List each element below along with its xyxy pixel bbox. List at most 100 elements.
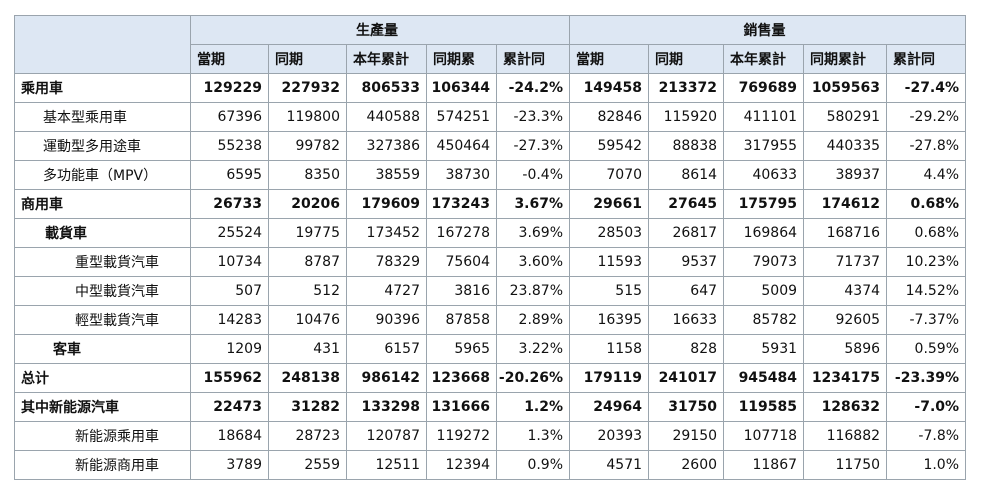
column-header: 當期	[569, 44, 650, 74]
column-header: 同期累	[426, 44, 497, 74]
row-label: 商用車	[14, 189, 191, 219]
row-label: 重型載貨汽車	[14, 247, 191, 277]
data-cell: 169864	[723, 218, 805, 248]
data-cell: 20393	[569, 421, 650, 451]
data-cell: 38730	[426, 160, 497, 190]
data-cell: 2559	[268, 450, 347, 480]
data-cell: 5896	[803, 334, 888, 364]
data-cell: -7.8%	[886, 421, 967, 451]
row-label: 載貨車	[14, 218, 191, 248]
data-cell: 38937	[803, 160, 888, 190]
data-cell: 23.87%	[495, 276, 571, 306]
data-cell: 173452	[346, 218, 427, 248]
data-cell: -20.26%	[495, 363, 571, 393]
column-header: 本年累計	[346, 44, 427, 74]
data-cell: 24964	[569, 392, 650, 422]
data-cell: 986142	[346, 363, 427, 393]
data-cell: 75604	[426, 247, 497, 277]
row-label: 輕型載貨汽車	[14, 305, 191, 335]
data-cell: 8614	[648, 160, 725, 190]
data-cell: 59542	[569, 131, 650, 161]
data-cell: 40633	[723, 160, 805, 190]
data-cell: 327386	[346, 131, 427, 161]
data-cell: -27.4%	[886, 73, 967, 103]
data-cell: 828	[648, 334, 725, 364]
data-cell: 5931	[723, 334, 805, 364]
column-header: 同期	[648, 44, 725, 74]
data-cell: 28503	[569, 218, 650, 248]
table-row: 总计 155962 248138 986142 123668 -20.26% 179119 2…	[14, 363, 967, 393]
data-cell: 317955	[723, 131, 805, 161]
data-cell: 2600	[648, 450, 725, 480]
group-header-sales: 銷售量	[569, 15, 967, 45]
data-cell: 131666	[426, 392, 497, 422]
data-cell: 3.67%	[495, 189, 571, 219]
table-row: 中型載貨汽車 507 512 4727 3816 23.87% 515 647 5009 4374…	[14, 276, 967, 306]
data-cell: 31282	[268, 392, 347, 422]
column-header: 本年累計	[723, 44, 805, 74]
data-cell: 179609	[346, 189, 427, 219]
data-cell: 580291	[803, 102, 888, 132]
data-cell: -24.2%	[495, 73, 571, 103]
row-label: 中型載貨汽車	[14, 276, 191, 306]
data-cell: 7070	[569, 160, 650, 190]
data-cell: 119585	[723, 392, 805, 422]
data-cell: 507	[190, 276, 269, 306]
data-cell: 115920	[648, 102, 725, 132]
data-cell: 8787	[268, 247, 347, 277]
data-cell: 79073	[723, 247, 805, 277]
data-cell: 22473	[190, 392, 269, 422]
data-cell: 440588	[346, 102, 427, 132]
data-cell: 227932	[268, 73, 347, 103]
data-cell: 85782	[723, 305, 805, 335]
data-cell: 119272	[426, 421, 497, 451]
data-cell: 16633	[648, 305, 725, 335]
table-body: 乘用車 129229 227932 806533 106344 -24.2% 149458 2…	[14, 73, 967, 480]
data-cell: 174612	[803, 189, 888, 219]
data-cell: 87858	[426, 305, 497, 335]
table-row: 輕型載貨汽車 14283 10476 90396 87858 2.89% 16395 1663…	[14, 305, 967, 335]
data-cell: 168716	[803, 218, 888, 248]
data-cell: 173243	[426, 189, 497, 219]
data-cell: 1234175	[803, 363, 888, 393]
data-cell: 82846	[569, 102, 650, 132]
data-cell: 248138	[268, 363, 347, 393]
data-cell: 213372	[648, 73, 725, 103]
data-cell: 1158	[569, 334, 650, 364]
data-cell: -29.2%	[886, 102, 967, 132]
data-cell: 4571	[569, 450, 650, 480]
data-cell: 0.68%	[886, 189, 967, 219]
data-cell: 67396	[190, 102, 269, 132]
data-cell: 241017	[648, 363, 725, 393]
row-label: 客車	[14, 334, 191, 364]
data-cell: 945484	[723, 363, 805, 393]
table-row: 其中新能源汽車 22473 31282 133298 131666 1.2% 24964 31…	[14, 392, 967, 422]
data-cell: -0.4%	[495, 160, 571, 190]
data-cell: 5009	[723, 276, 805, 306]
data-cell: 3789	[190, 450, 269, 480]
data-cell: 3.22%	[495, 334, 571, 364]
data-cell: 26817	[648, 218, 725, 248]
column-header: 累計同	[886, 44, 967, 74]
data-cell: 29150	[648, 421, 725, 451]
data-cell: 14283	[190, 305, 269, 335]
data-cell: 27645	[648, 189, 725, 219]
table-row: 運動型多用途車 55238 99782 327386 450464 -27.3% 59542…	[14, 131, 967, 161]
row-label: 多功能車（MPV）	[14, 160, 191, 190]
data-cell: 12394	[426, 450, 497, 480]
table-row: 載貨車 25524 19775 173452 167278 3.69% 28503 26817…	[14, 218, 967, 248]
data-cell: 10734	[190, 247, 269, 277]
data-cell: 128632	[803, 392, 888, 422]
data-cell: 26733	[190, 189, 269, 219]
data-cell: 3.69%	[495, 218, 571, 248]
data-cell: 431	[268, 334, 347, 364]
data-cell: 14.52%	[886, 276, 967, 306]
data-cell: 4374	[803, 276, 888, 306]
row-label: 其中新能源汽車	[14, 392, 191, 422]
data-cell: 133298	[346, 392, 427, 422]
row-label: 基本型乘用車	[14, 102, 191, 132]
table-row: 商用車 26733 20206 179609 173243 3.67% 29661 27645…	[14, 189, 967, 219]
data-cell: 123668	[426, 363, 497, 393]
row-label: 总计	[14, 363, 191, 393]
data-cell: 119800	[268, 102, 347, 132]
